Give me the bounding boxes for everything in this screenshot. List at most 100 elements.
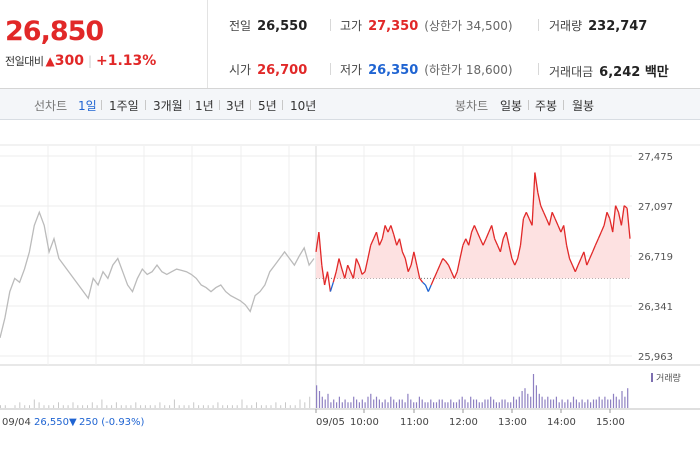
- today-series-segment: [416, 264, 421, 279]
- chart-footer: 09/04 09/05 10:00 11:00 12:00 13:00 14:00 15:00…: [2, 409, 625, 428]
- volume-bar: [316, 385, 318, 408]
- today-series-segment: [439, 258, 444, 266]
- stat-prev-close: 전일 26,550: [229, 17, 307, 34]
- chart-toolbar: 선차트 1일 1주일 3개월 1년 3년 5년 10년 봉차트 일봉 주봉 월봉: [0, 89, 700, 120]
- period-monthly[interactable]: 월봉: [572, 99, 595, 113]
- x-tick-label: 09/04: [2, 417, 31, 428]
- today-series-segment: [491, 225, 496, 239]
- today-series-segment: [387, 225, 392, 233]
- volume-bar: [484, 399, 486, 408]
- volume-bar: [621, 391, 623, 408]
- change-amount: 300: [54, 53, 84, 69]
- today-series-segment: [479, 238, 484, 246]
- volume-chart: 거래량: [0, 372, 681, 408]
- period-1d[interactable]: 1일: [78, 99, 97, 113]
- volume-bar: [564, 402, 566, 408]
- today-series-segment: [522, 211, 527, 220]
- volume-bar: [461, 396, 463, 408]
- today-series-segment: [574, 264, 579, 272]
- volume-bar: [318, 391, 321, 408]
- volume-bar: [241, 399, 243, 408]
- volume-bar: [29, 405, 30, 408]
- volume-bar: [410, 399, 412, 408]
- period-3m[interactable]: 3개월: [153, 99, 183, 113]
- today-series-segment: [419, 278, 424, 283]
- x-tick-label: 12:00: [449, 417, 478, 428]
- volume-bar: [231, 405, 233, 408]
- volume-bar: [130, 405, 132, 408]
- period-1w[interactable]: 1주일: [109, 99, 139, 113]
- stat-label: 거래대금: [549, 65, 594, 79]
- volume-bar: [14, 405, 16, 408]
- volume-bar: [207, 405, 209, 408]
- today-series-segment: [407, 264, 412, 272]
- volume-bar: [581, 399, 583, 408]
- today-series-segment: [404, 258, 409, 272]
- today-series-segment: [422, 281, 426, 286]
- volume-bar: [413, 402, 415, 408]
- volume-bar: [418, 396, 420, 408]
- today-series-segment: [514, 258, 519, 266]
- volume-bar: [193, 402, 195, 408]
- today-series-segment: [609, 218, 614, 233]
- today-series-segment: [390, 225, 395, 235]
- volume-bar: [285, 402, 286, 408]
- period-weekly[interactable]: 주봉: [535, 99, 558, 113]
- divider: [538, 19, 539, 31]
- volume-bar: [159, 402, 161, 408]
- today-series-segment: [367, 245, 372, 259]
- volume-bar: [0, 405, 1, 408]
- stat-value: 26,700: [257, 63, 308, 78]
- today-series-segment: [427, 284, 432, 292]
- volume-bar: [48, 405, 50, 408]
- volume-bar: [475, 399, 478, 408]
- today-series-segment: [592, 245, 596, 253]
- today-area: [315, 172, 631, 292]
- volume-bar: [561, 399, 563, 408]
- period-1y[interactable]: 1년: [195, 99, 214, 113]
- volume-bar: [125, 405, 127, 408]
- volume-bar: [358, 402, 360, 408]
- volume-bar: [154, 405, 156, 408]
- today-series-segment: [468, 231, 473, 246]
- today-series-segment: [459, 245, 464, 259]
- today-series-segment: [341, 268, 346, 279]
- today-series-segment: [410, 251, 415, 266]
- volume-bar: [370, 393, 372, 408]
- period-3y[interactable]: 3년: [226, 99, 245, 113]
- today-series-segment: [551, 211, 556, 220]
- y-tick-label: 27,475: [638, 152, 673, 163]
- period-daily[interactable]: 일봉: [500, 99, 523, 113]
- volume-bar: [378, 399, 380, 408]
- today-series-segment: [364, 258, 369, 272]
- stat-volume: 거래량 232,747: [549, 17, 647, 34]
- volume-bar: [612, 393, 615, 408]
- today-series-segment: [617, 212, 623, 226]
- prev-close-text: 26,550: [34, 417, 69, 428]
- volume-bar: [473, 399, 475, 408]
- volume-bar: [504, 399, 506, 408]
- today-series-segment: [540, 205, 545, 213]
- y-tick-label: 26,341: [638, 302, 673, 313]
- volume-bar: [246, 405, 248, 408]
- today-series-segment: [347, 264, 352, 272]
- volume-bar: [4, 405, 6, 408]
- volume-bar: [430, 399, 432, 408]
- volume-bar: [33, 399, 35, 408]
- period-5y[interactable]: 5년: [258, 99, 277, 113]
- today-series-segment: [508, 245, 513, 259]
- volume-bar: [513, 396, 515, 408]
- volume-bar: [610, 399, 612, 408]
- volume-bar: [558, 402, 560, 408]
- divider: [528, 100, 529, 110]
- volume-bar: [289, 405, 291, 408]
- stat-low: 저가 26,350 (하한가 18,600): [340, 61, 513, 78]
- volume-bar: [350, 402, 352, 408]
- divider: [282, 100, 283, 110]
- volume-bar: [595, 399, 597, 408]
- today-series-segment: [424, 284, 429, 292]
- volume-bar: [38, 402, 40, 408]
- period-10y[interactable]: 10년: [290, 99, 317, 113]
- volume-bar: [393, 399, 395, 408]
- change-line: 전일대비 ▲300 | +1.13%: [5, 53, 156, 69]
